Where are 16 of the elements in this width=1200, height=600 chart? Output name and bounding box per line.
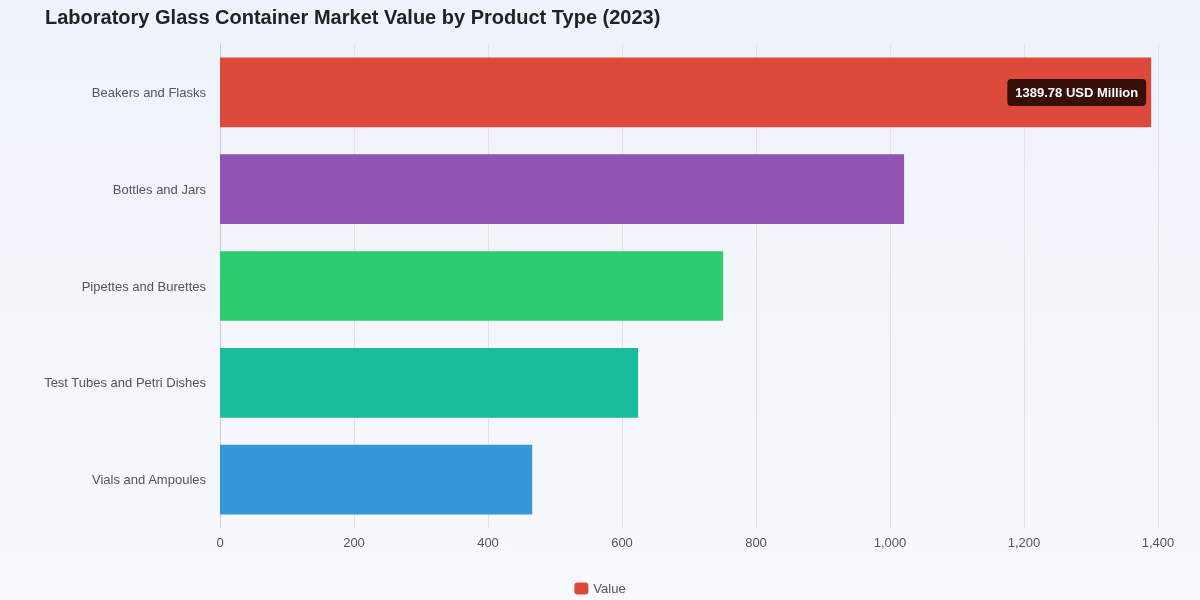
x-tick-label: 800 — [745, 535, 767, 550]
x-tick-label: 600 — [611, 535, 633, 550]
chart-title: Laboratory Glass Container Market Value by Product Type (2023) — [45, 6, 661, 28]
x-tick-label: 0 — [216, 535, 224, 550]
y-tick-label: Pipettes and Burettes — [81, 278, 207, 294]
x-tick-label: 1,200 — [1007, 535, 1041, 550]
data-label: 1389.78 USD Million — [1015, 84, 1139, 100]
y-tick-label: Test Tubes and Petri Dishes — [44, 375, 207, 391]
x-tick-label: 1,400 — [1141, 535, 1175, 550]
y-tick-label: Bottles and Jars — [112, 181, 207, 197]
legend-label: Value — [593, 581, 626, 596]
x-tick-label: 400 — [477, 535, 499, 550]
x-tick-label: 200 — [343, 535, 365, 550]
y-tick-label: Vials and Ampoules — [92, 472, 207, 488]
x-tick-label: 1,000 — [873, 535, 907, 550]
y-tick-label: Beakers and Flasks — [91, 84, 207, 100]
